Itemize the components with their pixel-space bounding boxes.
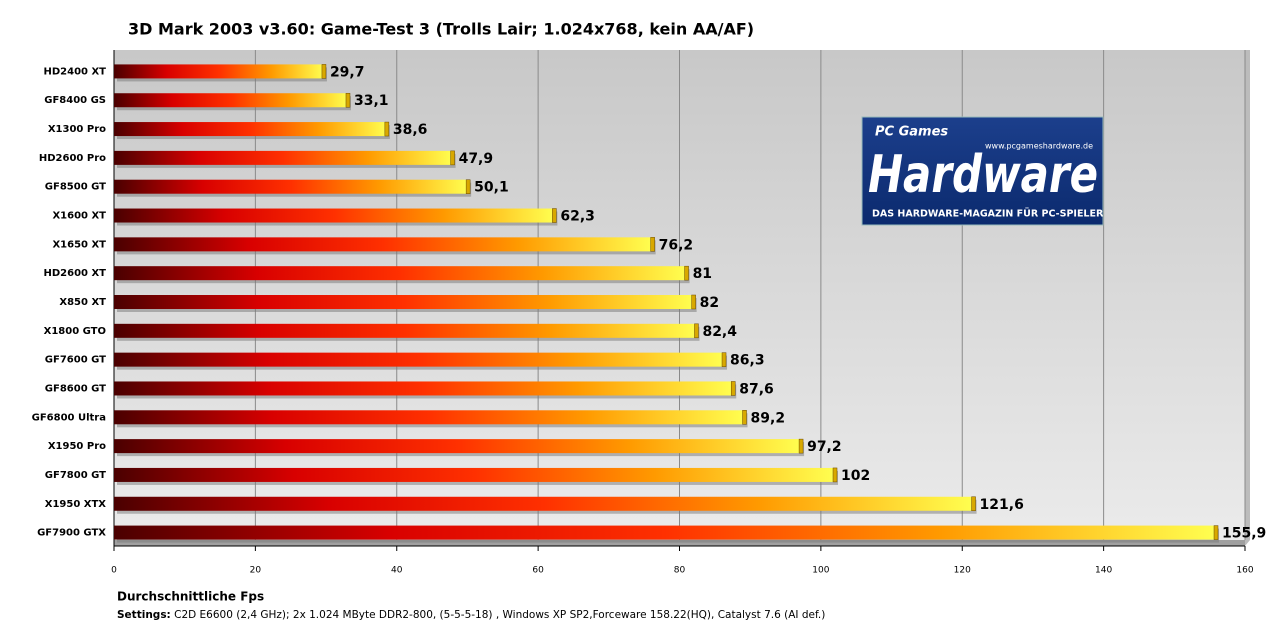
x-tick-label: 100	[812, 566, 829, 576]
chart-title: 3D Mark 2003 v3.60: Game-Test 3 (Trolls …	[128, 20, 754, 39]
bar-end	[450, 150, 455, 166]
bar-end	[384, 121, 390, 137]
bar	[114, 295, 694, 309]
bar	[114, 179, 469, 194]
y-tick-label: X1300 Pro	[48, 124, 106, 135]
y-tick-label: GF6800 Ultra	[32, 412, 106, 423]
bar-end	[721, 352, 727, 367]
y-tick-label: X1800 GTO	[44, 326, 106, 337]
x-tick-label: 80	[674, 566, 686, 576]
y-tick-label: GF8600 GT	[45, 383, 106, 394]
value-label: 97,2	[807, 439, 842, 455]
y-tick-label: X1950 Pro	[48, 441, 106, 452]
bar-end	[691, 294, 696, 310]
bar-end	[465, 179, 471, 194]
bar-end	[650, 237, 655, 252]
y-tick-label: X1950 XTX	[45, 499, 107, 510]
y-tick-label: GF7900 GTX	[37, 528, 106, 539]
value-label: 89,2	[751, 410, 786, 426]
bar	[114, 93, 348, 108]
value-label: 121,6	[980, 497, 1024, 513]
bar	[114, 381, 734, 396]
bar	[114, 352, 725, 367]
bar-end	[742, 410, 747, 425]
bar	[114, 208, 555, 223]
logo-tagline: DAS HARDWARE-MAGAZIN FÜR PC-SPIELER	[872, 209, 1104, 220]
bar	[114, 496, 974, 511]
x-tick-label: 120	[954, 566, 971, 576]
bar	[114, 323, 697, 338]
logo-url: www.pcgameshardware.de	[985, 142, 1093, 151]
bar	[114, 525, 1217, 540]
plot: 0 20 40 60 80 100 120 140 160 HD2400 XT 29,7 GF8400…	[32, 50, 1266, 576]
bar-end	[730, 381, 736, 396]
y-tick-label: GF8400 GS	[44, 95, 106, 106]
bar	[114, 439, 802, 454]
bar-end	[345, 92, 351, 108]
bar-end	[1213, 525, 1219, 540]
value-label: 86,3	[730, 353, 765, 369]
settings-text: C2D E6600 (2,4 GHz); 2x 1.024 MByte DDR2…	[174, 609, 825, 621]
bar	[114, 122, 387, 137]
y-tick-label: HD2600 Pro	[39, 153, 106, 164]
bar-end	[552, 208, 557, 223]
plot-floor	[114, 540, 1245, 546]
value-label: 47,9	[459, 151, 494, 167]
bar-end	[684, 265, 689, 281]
bar-end	[971, 496, 976, 512]
value-label: 87,6	[739, 381, 774, 397]
logo-brand: PC Games	[875, 125, 948, 140]
y-tick-label: X1600 XT	[52, 211, 106, 222]
y-tick-label: GF7800 GT	[45, 470, 106, 481]
y-tick-label: X1650 XT	[52, 239, 106, 250]
x-axis-label: Durchschnittliche Fps	[117, 590, 264, 604]
bar	[114, 237, 653, 252]
logo-box	[861, 116, 1104, 226]
settings-label: Settings:	[117, 609, 171, 621]
value-label: 102	[841, 468, 870, 484]
logo-name: Hardware	[868, 145, 1098, 205]
x-tick-label: 40	[391, 566, 403, 576]
value-label: 81	[693, 266, 712, 282]
x-tick-label: 0	[111, 566, 117, 576]
bar	[114, 266, 687, 281]
value-label: 50,1	[474, 180, 509, 196]
x-tick-label: 60	[532, 566, 544, 576]
value-label: 62,3	[560, 209, 595, 225]
x-tick-label: 160	[1236, 566, 1253, 576]
value-label: 29,7	[330, 64, 365, 80]
value-label: 38,6	[393, 122, 428, 138]
settings: Settings: C2D E6600 (2,4 GHz); 2x 1.024 …	[117, 609, 825, 621]
bar	[114, 64, 324, 79]
bar-end	[798, 438, 804, 454]
y-tick-label: GF8500 GT	[45, 182, 106, 193]
y-tick-label: GF7600 GT	[45, 355, 106, 366]
bar-end	[694, 323, 699, 339]
value-label: 155,9	[1222, 526, 1266, 542]
y-tick-label: HD2400 XT	[43, 66, 106, 77]
y-tick-label: X850 XT	[59, 297, 106, 308]
y-tick-label: HD2600 XT	[43, 268, 106, 279]
value-label: 76,2	[659, 237, 694, 253]
value-label: 82,4	[702, 324, 737, 340]
bar-end	[321, 64, 327, 79]
value-label: 33,1	[354, 93, 389, 109]
bar-end	[832, 467, 838, 483]
x-tick-label: 20	[250, 566, 262, 576]
x-tick-label: 140	[1095, 566, 1112, 576]
bar	[114, 150, 453, 165]
logo: PC Games www.pcgameshardware.de Hardware…	[861, 116, 1104, 226]
bar	[114, 467, 836, 482]
value-label: 82	[700, 295, 719, 311]
bar	[114, 410, 745, 425]
